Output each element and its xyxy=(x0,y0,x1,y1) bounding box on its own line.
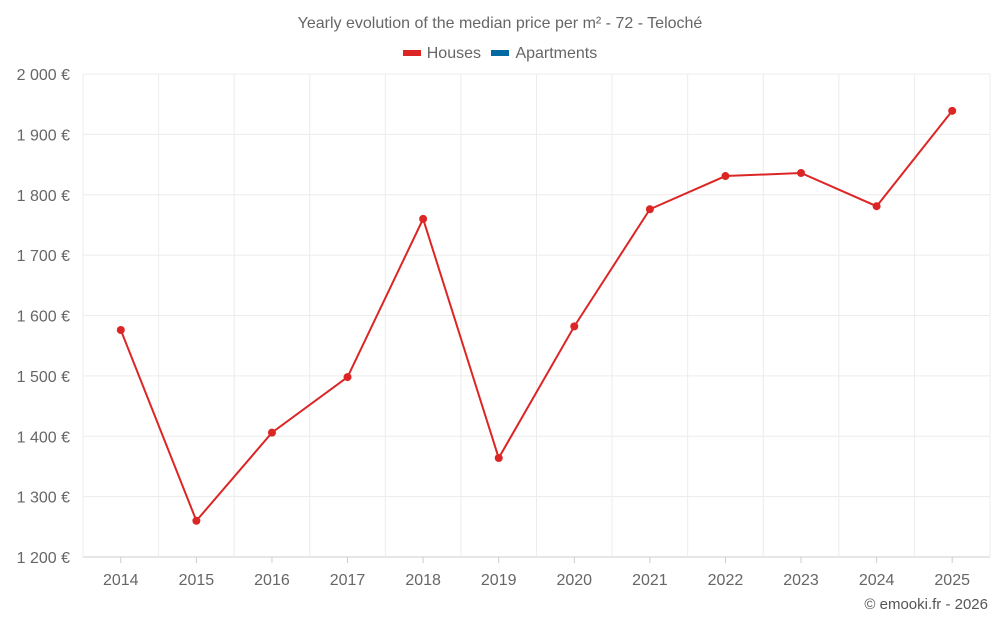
chart-title: Yearly evolution of the median price per… xyxy=(297,15,703,32)
data-point-2023 xyxy=(797,169,806,178)
data-point-2018 xyxy=(419,214,428,223)
x-tick-label: 2021 xyxy=(632,572,668,589)
data-point-2021 xyxy=(645,205,654,214)
data-point-2025 xyxy=(948,106,957,115)
x-tick-label: 2025 xyxy=(934,572,970,589)
x-tick-label: 2019 xyxy=(481,572,517,589)
data-point-2019 xyxy=(494,453,503,462)
data-point-2022 xyxy=(721,172,730,181)
x-tick-label: 2022 xyxy=(708,572,744,589)
y-tick-label: 1 400 € xyxy=(17,429,70,446)
data-point-2020 xyxy=(570,322,579,331)
x-tick-label: 2023 xyxy=(783,572,819,589)
x-tick-label: 2020 xyxy=(556,572,592,589)
y-tick-label: 1 700 € xyxy=(17,248,70,265)
y-tick-label: 1 500 € xyxy=(17,369,70,386)
data-point-2017 xyxy=(343,373,352,382)
data-point-2015 xyxy=(192,516,201,525)
x-tick-label: 2024 xyxy=(859,572,895,589)
x-tick-label: 2014 xyxy=(103,572,139,589)
houses-swatch xyxy=(402,49,421,56)
y-tick-label: 1 900 € xyxy=(17,127,70,144)
legend: Houses Apartments xyxy=(0,45,1000,63)
y-tick-label: 2 000 € xyxy=(17,67,70,84)
credit: © emooki.fr - 2026 xyxy=(864,596,988,613)
data-point-2014 xyxy=(116,325,125,334)
legend-item-houses[interactable]: Houses xyxy=(402,45,481,62)
legend-label-apartments: Apartments xyxy=(515,45,598,62)
x-tick-label: 2015 xyxy=(179,572,215,589)
apartments-swatch xyxy=(491,49,510,56)
legend-label-houses: Houses xyxy=(426,45,481,62)
x-tick-label: 2017 xyxy=(330,572,366,589)
y-tick-label: 1 800 € xyxy=(17,188,70,205)
series-line-houses xyxy=(119,110,953,523)
legend-item-apartments[interactable]: Apartments xyxy=(491,45,597,62)
x-tick-label: 2016 xyxy=(254,572,290,589)
y-tick-label: 1 600 € xyxy=(17,309,70,326)
y-tick-label: 1 300 € xyxy=(17,490,70,507)
data-point-2016 xyxy=(267,428,276,437)
x-tick-label: 2018 xyxy=(405,572,441,589)
y-tick-label: 1 200 € xyxy=(17,550,70,567)
data-point-2024 xyxy=(872,202,881,211)
